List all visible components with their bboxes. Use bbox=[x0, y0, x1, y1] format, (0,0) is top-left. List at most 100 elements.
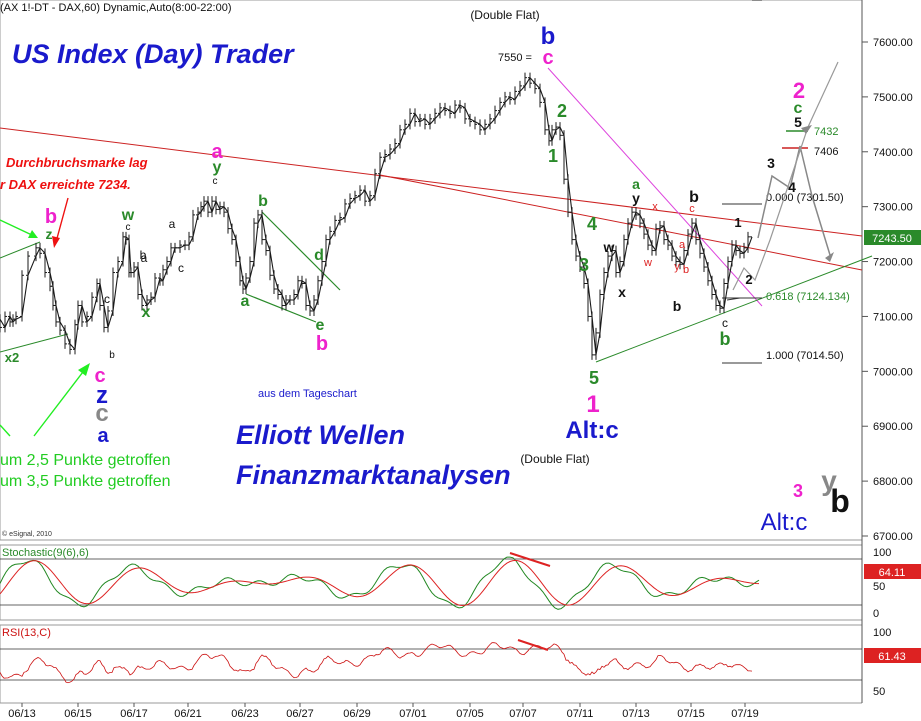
red-trendline-lower bbox=[379, 174, 863, 271]
level-7550-label: 7550 = bbox=[498, 52, 532, 64]
wave-label: c bbox=[213, 176, 218, 187]
wave-label: b bbox=[689, 189, 699, 206]
x-tick-label: 07/13 bbox=[622, 708, 650, 720]
y-tick-label: 7300.00 bbox=[873, 202, 913, 214]
wave-label: 3 bbox=[793, 481, 803, 501]
wave-label: c bbox=[94, 365, 105, 387]
rsi-series: 100 50 bbox=[0, 627, 891, 698]
wave-label: w bbox=[121, 207, 135, 224]
price-line bbox=[0, 76, 753, 355]
wave-label: a bbox=[141, 251, 148, 265]
wave-label: 5 bbox=[794, 114, 802, 130]
wave-label: z bbox=[96, 382, 108, 409]
last-price-value: 7243.50 bbox=[872, 233, 912, 245]
wave-label: b bbox=[140, 248, 147, 262]
wave-label: b bbox=[720, 329, 731, 349]
breakout-note-1: Durchbruchsmarke lag bbox=[6, 155, 148, 170]
rsi-line bbox=[0, 642, 753, 684]
green-trendline-lower bbox=[595, 255, 873, 363]
y-tick-label: 6700.00 bbox=[873, 531, 913, 543]
wave-label: y bbox=[821, 465, 837, 496]
wave-label: (Double Flat) bbox=[470, 8, 539, 22]
x-tick-label: 07/07 bbox=[509, 708, 537, 720]
wave-label: a bbox=[211, 141, 223, 163]
magenta-trendline bbox=[547, 67, 763, 307]
wave-label: 5 bbox=[589, 368, 599, 388]
wave-label: w bbox=[643, 257, 652, 269]
wave-label: a bbox=[679, 239, 686, 251]
projection-path bbox=[726, 61, 839, 301]
rsi-value-tag bbox=[864, 648, 921, 663]
x-tick-label: 06/29 bbox=[343, 708, 371, 720]
y-tick-label: 7200.00 bbox=[873, 257, 913, 269]
wave-label: b bbox=[830, 483, 850, 519]
wave-label: x2 bbox=[5, 350, 19, 365]
rsi-tick: 50 bbox=[873, 686, 885, 698]
price-axis: 7600.00 7500.00 7400.00 7300.00 7200.00 7100.… bbox=[862, 37, 913, 543]
wave-label: b bbox=[683, 264, 689, 276]
subtitle: aus dem Tageschart bbox=[258, 388, 357, 400]
x-tick-label: 06/13 bbox=[8, 708, 36, 720]
axis-panel bbox=[862, 0, 921, 721]
x-tick-label: 07/15 bbox=[677, 708, 705, 720]
wave-label: y bbox=[213, 159, 222, 176]
wave-label: d bbox=[314, 247, 324, 264]
stochastic-value: 64.11 bbox=[879, 567, 906, 579]
x-tick-label: 06/15 bbox=[64, 708, 92, 720]
y-tick-label: 7000.00 bbox=[873, 366, 913, 378]
rsi-panel bbox=[0, 624, 863, 704]
price-series bbox=[0, 0, 762, 360]
wave-label: y bbox=[632, 190, 640, 206]
wave-label: Alt:c bbox=[565, 417, 618, 444]
wave-label: 1 bbox=[586, 391, 599, 418]
y-tick-label: 6900.00 bbox=[873, 421, 913, 433]
wave-label: x bbox=[652, 201, 658, 213]
date-axis: 06/13 06/15 06/17 06/21 06/23 06/27 06/29 07/01… bbox=[8, 703, 759, 720]
red-trendline-upper bbox=[0, 127, 863, 237]
wave-label: c bbox=[126, 222, 131, 233]
wave-label: c bbox=[689, 203, 695, 215]
level-7406-label: 7406 bbox=[814, 146, 838, 158]
level-7432-label: 7432 bbox=[814, 126, 838, 138]
fib-levels: 0.000 (7301.50) 0.618 (7124.134) 1.000 (… bbox=[498, 52, 850, 364]
wave-label: c bbox=[794, 100, 803, 117]
wave-label: a bbox=[169, 217, 176, 231]
y-tick-label: 6800.00 bbox=[873, 476, 913, 488]
wave-label: 2 bbox=[793, 78, 805, 103]
wave-label: a bbox=[97, 425, 109, 447]
rsi-value: 61.43 bbox=[878, 651, 906, 663]
fib-0-label: 0.000 (7301.50) bbox=[766, 192, 844, 204]
wave-label: 1 bbox=[734, 215, 741, 230]
wave-label: x bbox=[142, 304, 151, 321]
wave-label: b bbox=[541, 23, 556, 50]
y-tick-label: 7500.00 bbox=[873, 92, 913, 104]
y-tick-label: 7400.00 bbox=[873, 147, 913, 159]
hit-note-1: um 2,5 Punkte getroffen bbox=[0, 452, 170, 469]
wave-label: 2 bbox=[557, 101, 567, 121]
wave-label: y bbox=[674, 261, 680, 273]
stochastic-divergence bbox=[509, 552, 551, 567]
x-tick-label: 06/17 bbox=[120, 708, 148, 720]
wave-label: 2 bbox=[745, 272, 752, 287]
stochastic-tick: 100 bbox=[873, 547, 891, 559]
stochastic-value-tag bbox=[864, 564, 921, 579]
x-tick-label: 06/21 bbox=[174, 708, 202, 720]
wave-label: b bbox=[258, 193, 268, 210]
wave-label: 1 bbox=[548, 146, 558, 166]
rsi-divergence bbox=[517, 639, 549, 651]
green-triangle-lower bbox=[245, 293, 317, 323]
wave-label: b bbox=[45, 206, 57, 228]
y-tick-label: 7600.00 bbox=[873, 37, 913, 49]
stochastic-d-line bbox=[0, 559, 760, 607]
wave-label: b bbox=[316, 333, 328, 355]
title-line-2: Finanzmarktanalysen bbox=[236, 460, 511, 490]
y-tick-label: 7100.00 bbox=[873, 311, 913, 323]
wave-label: z bbox=[46, 226, 53, 242]
last-price-tag bbox=[864, 230, 921, 245]
wave-label: 4 bbox=[788, 179, 796, 195]
rsi-label: RSI(13,C) bbox=[2, 627, 51, 639]
wave-label: Alt:c bbox=[761, 509, 808, 536]
x-tick-label: 06/27 bbox=[286, 708, 314, 720]
stochastic-label: Stochastic(9(6),6) bbox=[2, 547, 89, 559]
